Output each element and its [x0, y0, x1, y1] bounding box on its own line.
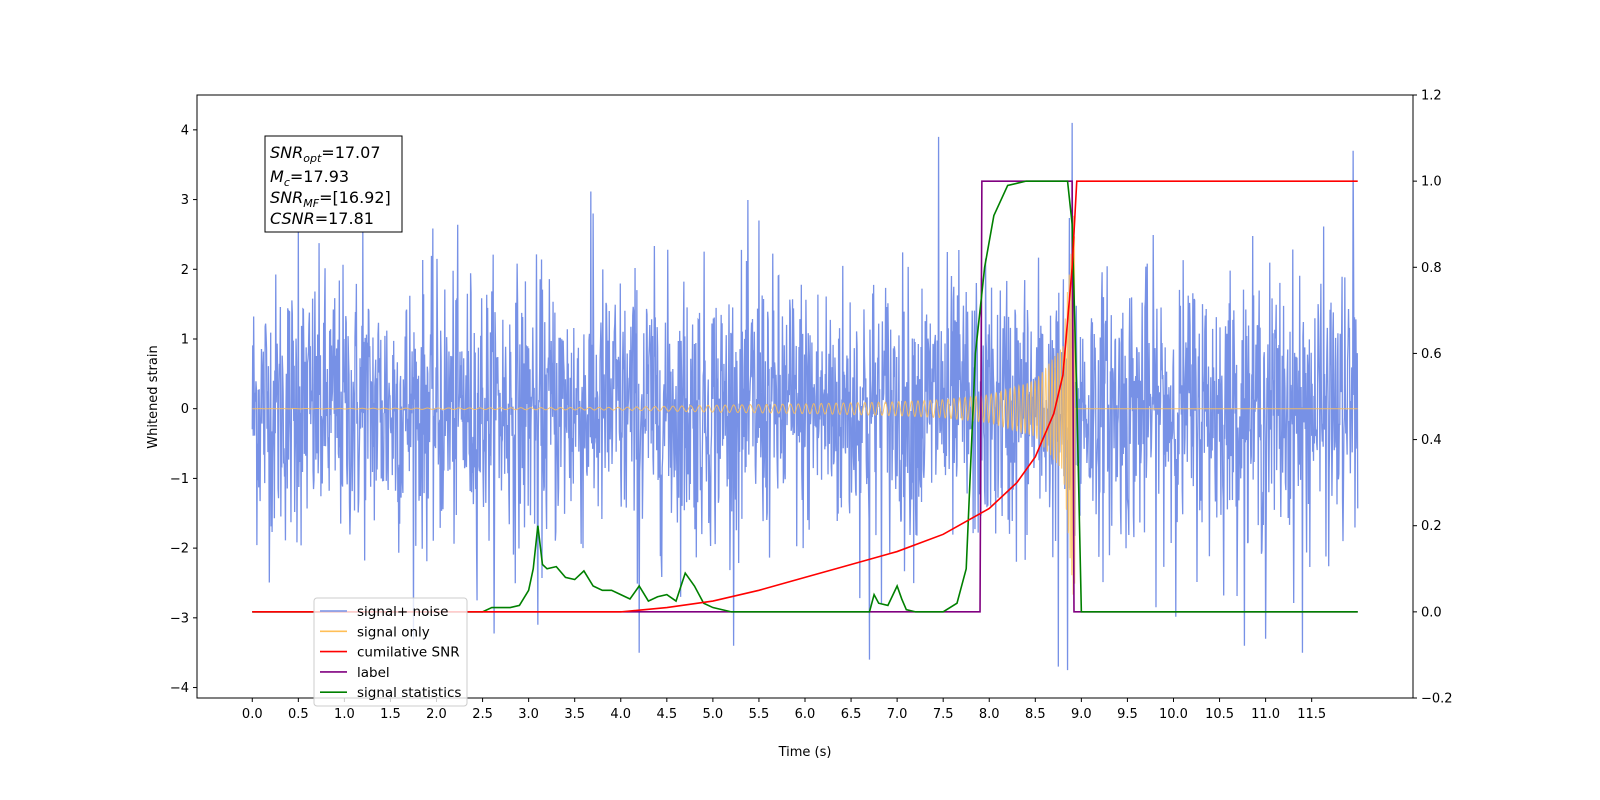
x-tick-label: 9.0 — [1071, 707, 1092, 722]
y2-tick-label: 0.4 — [1421, 433, 1442, 448]
series-signal-plus-noise-line — [251, 122, 1359, 671]
y2-tick-label: 0.8 — [1421, 261, 1442, 276]
y-axis-right: −0.2 0.0 0.2 0.4 0.6 0.8 1.0 1.2 — [1413, 89, 1453, 707]
y-tick-label: 3 — [181, 193, 189, 208]
y-tick-label: −1 — [170, 472, 189, 487]
series-layer — [251, 122, 1359, 671]
x-tick-label: 5.5 — [749, 707, 770, 722]
x-tick-label: 4.5 — [656, 707, 677, 722]
x-tick-label: 7.5 — [933, 707, 954, 722]
x-tick-label: 3.5 — [564, 707, 585, 722]
legend-entry-label: label — [357, 665, 390, 681]
y2-tick-label: −0.2 — [1421, 692, 1453, 707]
y-tick-label: −2 — [170, 542, 189, 557]
y2-tick-label: 0.0 — [1421, 605, 1442, 620]
y-axis-left: −4 −3 −2 −1 0 1 2 3 4 — [170, 123, 197, 696]
x-tick-label: 6.0 — [795, 707, 816, 722]
x-tick-label: 4.0 — [610, 707, 631, 722]
x-tick-label: 0.0 — [242, 707, 263, 722]
annotation-snr-opt: SNRopt=17.07 — [270, 143, 381, 165]
x-tick-label: 1.0 — [334, 707, 355, 722]
x-axis-label: Time (s) — [778, 745, 832, 760]
x-tick-label: 1.5 — [380, 707, 401, 722]
annotation-csnr: CSNR=17.81 — [270, 209, 374, 228]
series-signal-statistics-line — [252, 180, 1358, 613]
y-axis-label: Whitened strain — [146, 345, 161, 448]
x-tick-label: 2.5 — [472, 707, 493, 722]
stats-annotation-box: SNRopt=17.07 Mc=17.93 SNRMF=[16.92] CSNR… — [264, 135, 403, 233]
legend-entry-label: signal+ noise — [357, 604, 448, 620]
x-tick-label: 6.5 — [841, 707, 862, 722]
x-tick-label: 8.5 — [1025, 707, 1046, 722]
x-tick-label: 8.0 — [979, 707, 1000, 722]
y-tick-label: −4 — [170, 681, 189, 696]
plot-area — [251, 122, 1359, 671]
y-tick-label: 4 — [181, 123, 189, 138]
series-cumilative-snr-line — [252, 180, 1358, 613]
x-tick-label: 5.0 — [703, 707, 724, 722]
legend-entry-label: signal only — [357, 624, 430, 640]
x-tick-label: 10.5 — [1205, 707, 1234, 722]
x-tick-label: 7.0 — [887, 707, 908, 722]
legend-entry-label: signal statistics — [357, 685, 461, 701]
legend: signal+ noise signal only cumilative SNR la… — [313, 597, 468, 707]
y-tick-label: 1 — [181, 332, 189, 347]
x-tick-label: 3.0 — [518, 707, 539, 722]
x-tick-label: 11.5 — [1297, 707, 1326, 722]
y-tick-label: 2 — [181, 263, 189, 278]
x-tick-label: 9.5 — [1117, 707, 1138, 722]
y2-tick-label: 1.2 — [1421, 89, 1442, 104]
y2-tick-label: 0.6 — [1421, 347, 1442, 362]
x-tick-label: 10.0 — [1159, 707, 1188, 722]
x-tick-label: 0.5 — [288, 707, 309, 722]
x-tick-label: 2.0 — [426, 707, 447, 722]
y-tick-label: −3 — [170, 611, 189, 626]
y2-tick-label: 0.2 — [1421, 519, 1442, 534]
series-signal-only-line — [252, 215, 1358, 595]
y-tick-label: 0 — [181, 402, 189, 417]
legend-entry-label: cumilative SNR — [357, 645, 460, 661]
x-tick-label: 11.0 — [1251, 707, 1280, 722]
legend-frame — [313, 597, 468, 707]
annotation-snr-mf: SNRMF=[16.92] — [270, 188, 391, 210]
annotation-mc: Mc=17.93 — [270, 167, 349, 189]
y2-tick-label: 1.0 — [1421, 175, 1442, 190]
x-axis: 0.0 0.5 1.0 1.5 2.0 2.5 3.0 3.5 4.0 4.5 5.0 5.5 6.0 6… — [242, 698, 1326, 722]
